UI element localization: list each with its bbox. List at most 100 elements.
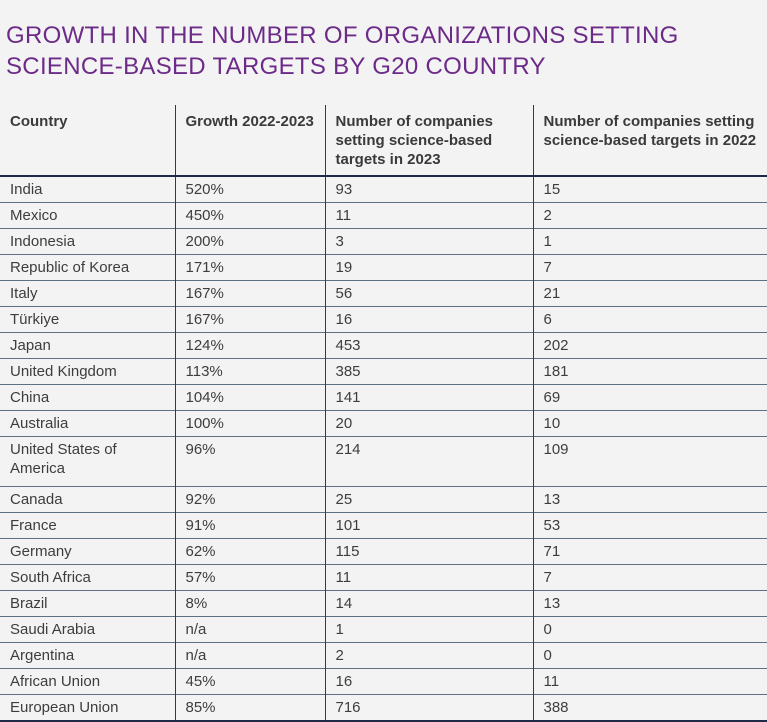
companies-2023-cell: 716 <box>324 694 533 722</box>
companies-2023-cell: 3 <box>324 228 533 255</box>
companies-2023-cell: 19 <box>324 254 533 281</box>
table-row: United States of America 96% 214 109 <box>0 436 767 487</box>
companies-2022-cell: 7 <box>532 564 767 591</box>
table-body: India 520% 93 15 Mexico 450% 11 2 Indone… <box>0 175 767 722</box>
country-cell: France <box>0 512 175 539</box>
growth-cell: n/a <box>174 616 325 643</box>
page: GROWTH IN THE NUMBER OF ORGANIZATIONS SE… <box>0 16 767 722</box>
country-cell: China <box>0 384 175 411</box>
table-row: European Union 85% 716 388 <box>0 694 767 722</box>
companies-2023-cell: 453 <box>324 332 533 359</box>
page-title-line-1: GROWTH IN THE NUMBER OF ORGANIZATIONS SE… <box>6 22 679 50</box>
country-cell: Germany <box>0 538 175 565</box>
growth-cell: 104% <box>174 384 325 411</box>
header-growth: Growth 2022-2023 <box>174 105 325 178</box>
table-row: Italy 167% 56 21 <box>0 280 767 307</box>
companies-2022-cell: 0 <box>532 616 767 643</box>
country-cell: Japan <box>0 332 175 359</box>
companies-2022-cell: 2 <box>532 202 767 229</box>
growth-cell: 171% <box>174 254 325 281</box>
companies-2023-cell: 214 <box>324 436 533 487</box>
companies-2022-cell: 15 <box>532 175 767 203</box>
companies-2022-cell: 69 <box>532 384 767 411</box>
country-cell: Saudi Arabia <box>0 616 175 643</box>
table-row: African Union 45% 16 11 <box>0 668 767 695</box>
companies-2022-cell: 6 <box>532 306 767 333</box>
country-cell: Türkiye <box>0 306 175 333</box>
growth-cell: 8% <box>174 590 325 617</box>
growth-cell: 96% <box>174 436 325 487</box>
growth-cell: 520% <box>174 175 325 203</box>
companies-2022-cell: 181 <box>532 358 767 385</box>
header-companies-2022: Number of companies setting science-base… <box>532 105 767 178</box>
g20-targets-table: Country Growth 2022-2023 Number of compa… <box>0 105 767 722</box>
header-country: Country <box>0 105 175 178</box>
table-header: Country Growth 2022-2023 Number of compa… <box>0 105 767 178</box>
table-row: Türkiye 167% 16 6 <box>0 306 767 333</box>
companies-2022-cell: 1 <box>532 228 767 255</box>
companies-2022-cell: 71 <box>532 538 767 565</box>
country-cell: European Union <box>0 694 175 722</box>
table-header-row: Country Growth 2022-2023 Number of compa… <box>0 105 767 178</box>
table-row: Indonesia 200% 3 1 <box>0 228 767 255</box>
growth-cell: 167% <box>174 306 325 333</box>
table-row: China 104% 141 69 <box>0 384 767 411</box>
page-title: GROWTH IN THE NUMBER OF ORGANIZATIONS SE… <box>0 16 767 82</box>
country-cell: Mexico <box>0 202 175 229</box>
table-row: Australia 100% 20 10 <box>0 410 767 437</box>
companies-2022-cell: 53 <box>532 512 767 539</box>
table-row: Canada 92% 25 13 <box>0 486 767 513</box>
companies-2022-cell: 7 <box>532 254 767 281</box>
companies-2023-cell: 16 <box>324 668 533 695</box>
companies-2023-cell: 56 <box>324 280 533 307</box>
country-cell: Brazil <box>0 590 175 617</box>
country-cell: Republic of Korea <box>0 254 175 281</box>
table-row: Brazil 8% 14 13 <box>0 590 767 617</box>
growth-cell: n/a <box>174 642 325 669</box>
companies-2023-cell: 16 <box>324 306 533 333</box>
growth-cell: 57% <box>174 564 325 591</box>
growth-cell: 167% <box>174 280 325 307</box>
growth-cell: 113% <box>174 358 325 385</box>
companies-2023-cell: 20 <box>324 410 533 437</box>
country-cell: Indonesia <box>0 228 175 255</box>
country-cell: African Union <box>0 668 175 695</box>
table-row: Germany 62% 115 71 <box>0 538 767 565</box>
companies-2023-cell: 2 <box>324 642 533 669</box>
country-cell: India <box>0 175 175 203</box>
companies-2022-cell: 202 <box>532 332 767 359</box>
table-row: Republic of Korea 171% 19 7 <box>0 254 767 281</box>
companies-2022-cell: 21 <box>532 280 767 307</box>
country-cell: United States of America <box>0 436 175 487</box>
companies-2023-cell: 115 <box>324 538 533 565</box>
companies-2022-cell: 0 <box>532 642 767 669</box>
growth-cell: 45% <box>174 668 325 695</box>
growth-cell: 200% <box>174 228 325 255</box>
country-cell: Italy <box>0 280 175 307</box>
table-row: Argentina n/a 2 0 <box>0 642 767 669</box>
header-companies-2023: Number of companies setting science-base… <box>324 105 533 178</box>
country-cell: Argentina <box>0 642 175 669</box>
growth-cell: 450% <box>174 202 325 229</box>
growth-cell: 124% <box>174 332 325 359</box>
country-cell: United Kingdom <box>0 358 175 385</box>
table-row: India 520% 93 15 <box>0 175 767 203</box>
table-row: France 91% 101 53 <box>0 512 767 539</box>
table-row: Japan 124% 453 202 <box>0 332 767 359</box>
companies-2023-cell: 25 <box>324 486 533 513</box>
companies-2023-cell: 11 <box>324 564 533 591</box>
companies-2023-cell: 385 <box>324 358 533 385</box>
companies-2023-cell: 141 <box>324 384 533 411</box>
companies-2023-cell: 1 <box>324 616 533 643</box>
country-cell: South Africa <box>0 564 175 591</box>
table-row: South Africa 57% 11 7 <box>0 564 767 591</box>
table-row: Saudi Arabia n/a 1 0 <box>0 616 767 643</box>
country-cell: Canada <box>0 486 175 513</box>
growth-cell: 92% <box>174 486 325 513</box>
companies-2023-cell: 101 <box>324 512 533 539</box>
page-title-line-2: SCIENCE-BASED TARGETS BY G20 COUNTRY <box>6 53 546 81</box>
companies-2022-cell: 13 <box>532 590 767 617</box>
companies-2023-cell: 11 <box>324 202 533 229</box>
companies-2022-cell: 13 <box>532 486 767 513</box>
companies-2023-cell: 14 <box>324 590 533 617</box>
